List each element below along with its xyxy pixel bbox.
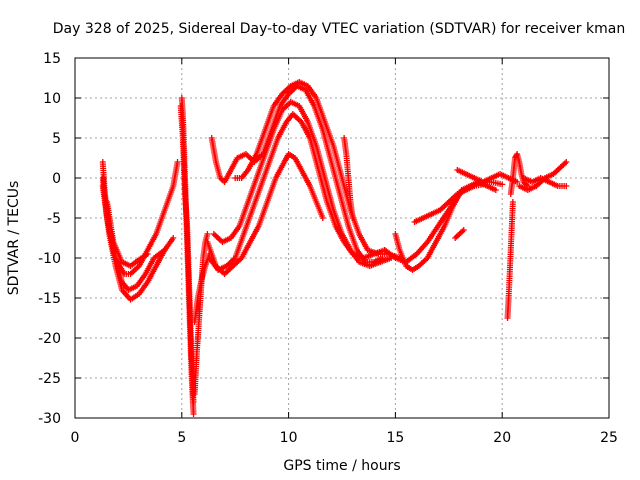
x-axis-label: GPS time / hours bbox=[283, 458, 400, 474]
series-pass-early-4 bbox=[104, 199, 151, 269]
y-tick-label: 15 bbox=[43, 51, 61, 67]
x-tick-label: 5 bbox=[177, 430, 186, 446]
y-axis-label: SDTVAR / TECUs bbox=[6, 181, 22, 296]
data-point bbox=[144, 251, 151, 257]
data-point bbox=[161, 247, 168, 253]
x-tick-label: 10 bbox=[280, 430, 298, 446]
data-point bbox=[170, 235, 177, 241]
plot-frame bbox=[74, 57, 610, 419]
data-point bbox=[190, 411, 197, 417]
series-evening-1 bbox=[454, 167, 521, 185]
data-point bbox=[492, 187, 499, 193]
y-tick-label: 0 bbox=[52, 171, 61, 187]
data-point bbox=[563, 183, 570, 189]
x-tick-label: 25 bbox=[600, 430, 618, 446]
data-point bbox=[204, 231, 211, 237]
y-tick-label: 5 bbox=[52, 131, 61, 147]
y-tick-label: -25 bbox=[38, 371, 61, 387]
chart-title: Day 328 of 2025, Sidereal Day-to-day VTE… bbox=[53, 21, 625, 37]
axis-ticks: 0 5 10 15 20 25 15 10 5 0 -5 -10 -15 -20 -25 -30 bbox=[38, 51, 618, 446]
y-tick-label: -5 bbox=[47, 211, 61, 227]
x-tick-label: 15 bbox=[386, 430, 404, 446]
x-tick-label: 20 bbox=[493, 430, 511, 446]
data-point bbox=[460, 227, 467, 233]
series-spike-12h bbox=[341, 135, 356, 221]
data-point bbox=[174, 159, 181, 165]
x-tick-label: 0 bbox=[71, 430, 80, 446]
data-point bbox=[319, 215, 326, 221]
y-tick-label: -20 bbox=[38, 331, 61, 347]
series-evening-3 bbox=[520, 175, 570, 189]
data-point bbox=[349, 215, 356, 221]
series-drop-20h bbox=[504, 199, 516, 321]
data-point bbox=[190, 399, 197, 405]
y-tick-label: -15 bbox=[38, 291, 61, 307]
data-point bbox=[563, 159, 570, 165]
data-points bbox=[99, 79, 570, 417]
series-afternoon-3 bbox=[411, 181, 486, 225]
series-segment-18h bbox=[452, 227, 467, 241]
y-tick-label: -10 bbox=[38, 251, 61, 267]
series-morning-2 bbox=[206, 111, 388, 273]
series-morning-5 bbox=[232, 79, 403, 261]
series-drop-5h-b bbox=[177, 103, 197, 405]
y-tick-label: -30 bbox=[38, 411, 61, 427]
data-point bbox=[499, 181, 506, 188]
series-rise-after-drop-b bbox=[191, 251, 213, 325]
data-point bbox=[504, 315, 511, 321]
y-tick-label: 10 bbox=[43, 91, 61, 107]
